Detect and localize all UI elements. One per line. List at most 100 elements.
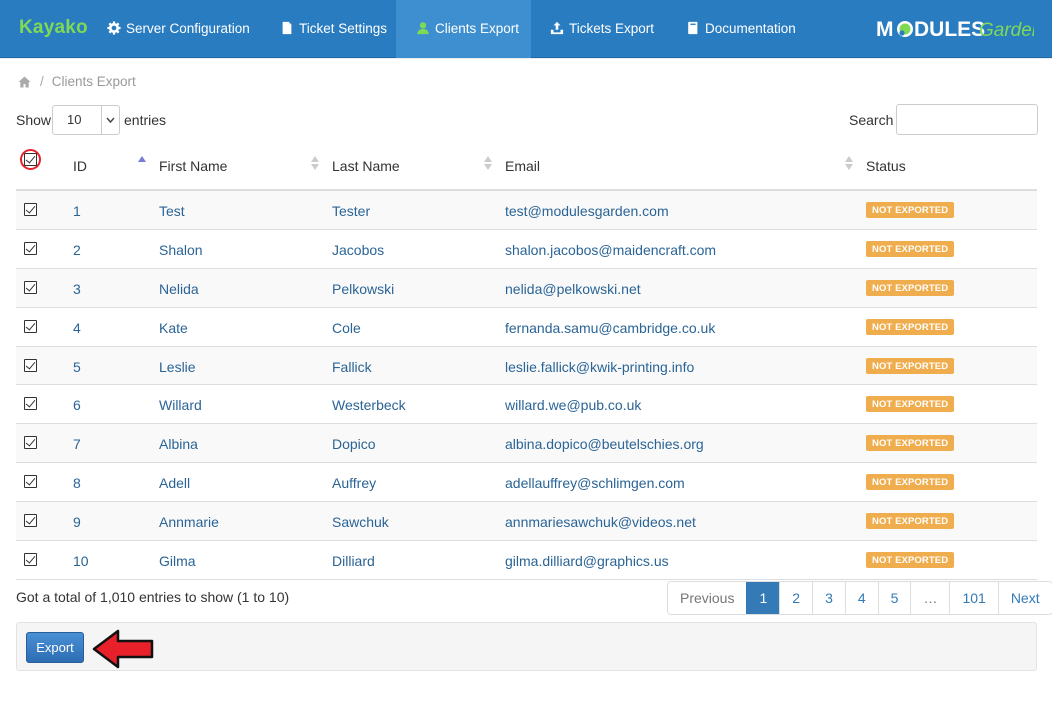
- row-checkbox[interactable]: [24, 397, 37, 411]
- status-badge: NOT EXPORTED: [866, 513, 955, 530]
- show-label: Show: [16, 112, 52, 128]
- breadcrumb-separator: /: [40, 74, 44, 89]
- nav-documentation[interactable]: Documentation: [686, 0, 796, 58]
- length-control: Show 10 entries: [16, 105, 166, 135]
- brand-name[interactable]: Kayako: [19, 17, 88, 38]
- cell-id[interactable]: 4: [73, 319, 81, 336]
- header-status[interactable]: Status: [866, 158, 906, 174]
- row-checkbox[interactable]: [24, 280, 37, 294]
- breadcrumb: / Clients Export: [18, 74, 136, 91]
- row-checkbox[interactable]: [24, 203, 37, 216]
- pagination-previous[interactable]: Previous: [668, 582, 747, 614]
- cell-email: adellauffrey@schlimgen.com: [505, 475, 685, 492]
- cell-first-name: Test: [159, 203, 185, 219]
- nav-tickets-export[interactable]: Tickets Export: [550, 0, 654, 58]
- pagination-page-5[interactable]: 5: [877, 582, 911, 614]
- entries-select-value: 10: [67, 112, 82, 127]
- header-email[interactable]: Email: [505, 158, 541, 174]
- modulesgarden-logo[interactable]: M DULES Garden: [876, 15, 1042, 43]
- entries-label: entries: [124, 112, 167, 128]
- cell-email: shalon.jacobos@maidencraft.com: [505, 241, 717, 258]
- cell-last-name: Jacobos: [332, 241, 385, 258]
- nav-label: Server Configuration: [126, 21, 250, 36]
- cell-first-name: Annmarie: [159, 514, 219, 531]
- pagination: Previous 1 2 3 4 5 … 101 Next: [667, 581, 1052, 615]
- search-input[interactable]: [896, 104, 1038, 135]
- nav-label: Tickets Export: [569, 21, 655, 36]
- red-arrow-icon: [91, 628, 157, 673]
- table-row: 1 Test Tester test@modulesgarden.com NOT EXP…: [16, 191, 1037, 230]
- cell-last-name: Tester: [332, 203, 371, 219]
- table-row: 4 Kate Cole fernanda.samu@cambridge.co.uk NO…: [16, 308, 1037, 347]
- chevron-down-icon: [101, 106, 119, 134]
- row-checkbox[interactable]: [24, 436, 37, 450]
- nav-clients-export[interactable]: Clients Export: [396, 0, 531, 58]
- cell-email: nelida@pelkowski.net: [505, 280, 641, 297]
- table-header: ID First Name Last Name Email Status: [16, 144, 1037, 191]
- cell-last-name: Sawchuk: [332, 514, 389, 531]
- pagination-next[interactable]: Next: [997, 582, 1052, 614]
- nav-server-configuration[interactable]: Server Configuration: [107, 0, 250, 58]
- cell-last-name: Auffrey: [332, 475, 377, 492]
- header-id[interactable]: ID: [73, 158, 87, 174]
- row-checkbox[interactable]: [24, 514, 37, 528]
- status-badge: NOT EXPORTED: [866, 202, 955, 218]
- checkbox[interactable]: [24, 153, 37, 166]
- export-icon: [550, 21, 564, 35]
- cell-last-name: Pelkowski: [332, 280, 395, 297]
- table-row: 9 Annmarie Sawchuk annmariesawchuk@videos.n…: [16, 502, 1037, 542]
- cell-id[interactable]: 5: [73, 358, 81, 375]
- row-checkbox[interactable]: [24, 319, 37, 333]
- search-label: Search: [849, 112, 894, 128]
- nav-ticket-settings[interactable]: Ticket Settings: [280, 0, 387, 58]
- row-checkbox[interactable]: [24, 358, 37, 372]
- cell-last-name: Dopico: [332, 436, 376, 453]
- table-row: 8 Adell Auffrey adellauffrey@schlimgen.com N…: [16, 463, 1037, 503]
- header-last-name[interactable]: Last Name: [332, 158, 400, 174]
- pagination-ellipsis: …: [910, 582, 950, 614]
- cell-id[interactable]: 9: [73, 514, 81, 531]
- table-row: 7 Albina Dopico albina.dopico@beutelschies.…: [16, 424, 1037, 464]
- svg-text:M: M: [876, 18, 894, 41]
- cell-id[interactable]: 1: [73, 203, 81, 219]
- sort-icon[interactable]: [845, 156, 853, 170]
- cell-first-name: Shalon: [159, 241, 203, 258]
- status-badge: NOT EXPORTED: [866, 552, 955, 569]
- cell-email: albina.dopico@beutelschies.org: [505, 436, 704, 453]
- file-icon: [282, 21, 292, 35]
- sort-icon[interactable]: [484, 156, 492, 170]
- pagination-page-101[interactable]: 101: [949, 582, 998, 614]
- pagination-page-2[interactable]: 2: [779, 582, 813, 614]
- cell-last-name: Dilliard: [332, 553, 375, 570]
- cell-last-name: Cole: [332, 319, 361, 336]
- row-checkbox[interactable]: [24, 553, 37, 567]
- header-first-name[interactable]: First Name: [159, 158, 228, 174]
- entries-select[interactable]: 10: [52, 105, 120, 135]
- nav-label: Clients Export: [435, 21, 520, 36]
- cell-id[interactable]: 3: [73, 280, 81, 297]
- gear-icon: [107, 21, 121, 35]
- pagination-page-1[interactable]: 1: [746, 582, 780, 614]
- export-button[interactable]: Export: [26, 632, 84, 663]
- home-icon[interactable]: [18, 76, 31, 91]
- cell-id[interactable]: 8: [73, 475, 81, 492]
- pagination-page-3[interactable]: 3: [812, 582, 845, 614]
- cell-id[interactable]: 7: [73, 436, 81, 453]
- cell-id[interactable]: 2: [73, 241, 81, 258]
- cell-id[interactable]: 6: [73, 397, 81, 414]
- cell-last-name: Westerbeck: [332, 397, 406, 414]
- status-badge: NOT EXPORTED: [866, 474, 955, 491]
- row-checkbox[interactable]: [24, 475, 37, 489]
- breadcrumb-current: Clients Export: [51, 74, 136, 89]
- sort-icon[interactable]: [311, 156, 319, 170]
- table-body: 1 Test Tester test@modulesgarden.com NOT EXP…: [16, 191, 1037, 580]
- sort-asc-icon[interactable]: [138, 156, 146, 170]
- cell-id[interactable]: 10: [73, 553, 89, 570]
- table-row: 10 Gilma Dilliard gilma.dilliard@graphics.u…: [16, 541, 1037, 580]
- cell-email: annmariesawchuk@videos.net: [505, 514, 696, 531]
- table-row: 6 Willard Westerbeck willard.we@pub.co.uk NO…: [16, 385, 1037, 425]
- pagination-page-4[interactable]: 4: [844, 582, 878, 614]
- table-row: 3 Nelida Pelkowski nelida@pelkowski.net NOT …: [16, 268, 1037, 308]
- select-all-checkbox[interactable]: [20, 149, 41, 170]
- row-checkbox[interactable]: [24, 241, 37, 255]
